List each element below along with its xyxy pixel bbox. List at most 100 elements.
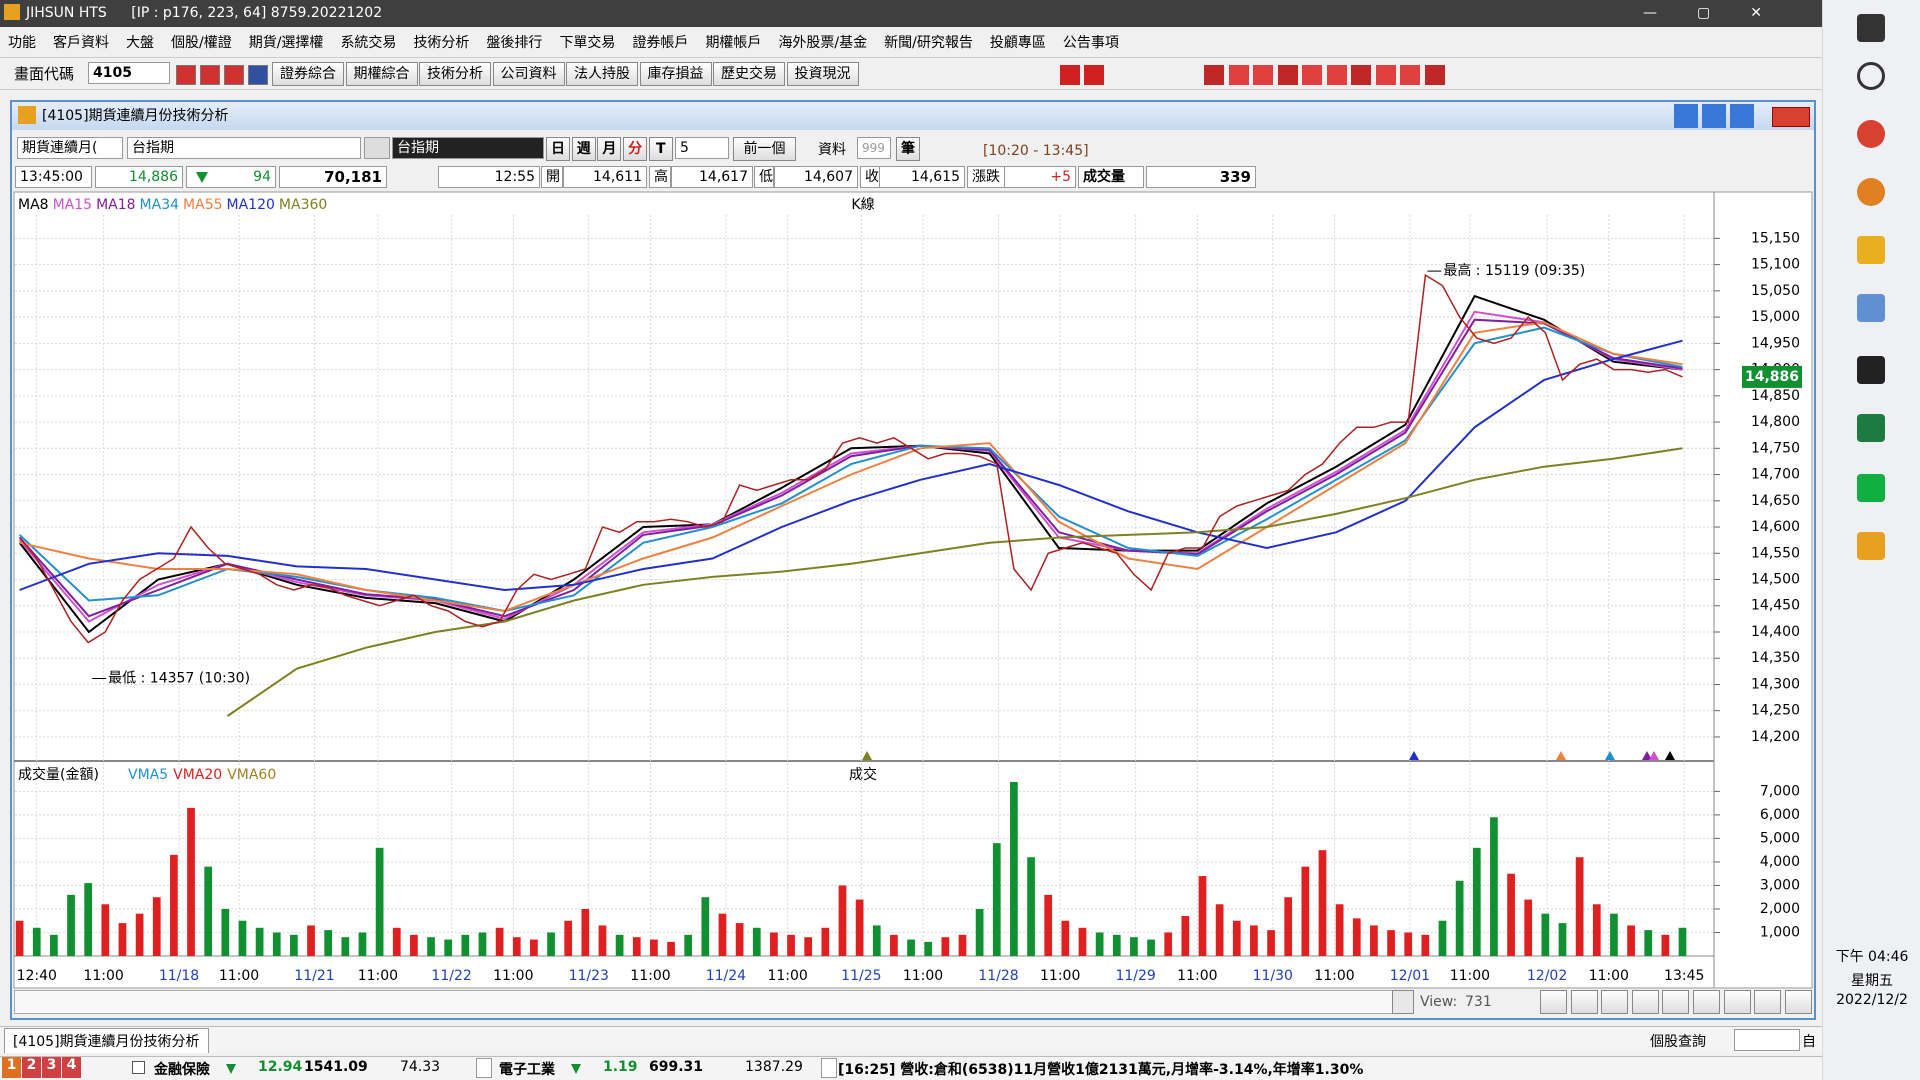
chart-tool[interactable] (1662, 990, 1690, 1014)
window-controls[interactable]: —▢✕ (1643, 5, 1802, 21)
menu-item[interactable]: 新聞/研究報告 (884, 34, 973, 51)
tool-icon[interactable] (1084, 65, 1104, 85)
stock-search[interactable]: 個股查詢 (1650, 1034, 1706, 1050)
period-button[interactable]: 週 (571, 137, 596, 161)
menu-item[interactable]: 公告事項 (1062, 34, 1119, 51)
toolbar-button[interactable]: 庫存損益 (639, 62, 712, 86)
tool-icon[interactable] (248, 65, 268, 85)
quote-time: 13:45:00 (15, 166, 92, 188)
chart-tool[interactable] (1601, 990, 1629, 1014)
menu-item[interactable]: 期權帳戶 (705, 34, 762, 51)
tool-icon[interactable] (1351, 65, 1371, 85)
sector-name: 金融保險 (154, 1062, 210, 1078)
page-tab[interactable]: 2 (22, 1057, 41, 1078)
close-button[interactable] (1772, 107, 1810, 127)
taskbar-icon[interactable] (1857, 236, 1885, 264)
menu-item[interactable]: 證券帳戶 (632, 34, 689, 51)
tool-icon[interactable] (1424, 65, 1445, 85)
toolbar-button[interactable]: 技術分析 (419, 62, 491, 86)
tool-icon[interactable] (1253, 65, 1273, 85)
menu-item[interactable]: 個股/權證 (171, 34, 232, 51)
tool-icon[interactable] (1326, 65, 1347, 85)
menu-bar: 功能 客戶資料 大盤 個股/權證 期貨/選擇權 系統交易 技術分析 盤後排行 下單交易 證券帳戶期… (0, 27, 1822, 56)
tool-icon[interactable] (1400, 65, 1420, 85)
taskbar-icon[interactable] (1857, 356, 1885, 384)
taskbar-icon[interactable] (1857, 532, 1885, 560)
series-select[interactable]: 期貨連續月( (17, 137, 123, 159)
quote-close-label: 收 (860, 166, 880, 188)
chart-tool[interactable] (1631, 990, 1659, 1014)
interval-select[interactable]: 5 (675, 137, 729, 159)
page-tab[interactable]: 1 (2, 1057, 21, 1078)
search-button[interactable] (364, 137, 390, 159)
menu-item[interactable]: 海外股票/基金 (778, 34, 868, 51)
tool-icon[interactable] (1302, 65, 1322, 85)
chart-tool[interactable] (1540, 990, 1567, 1014)
scroll-thumb[interactable] (1392, 990, 1414, 1014)
search-input[interactable] (1734, 1029, 1800, 1051)
chart-tool[interactable] (1693, 990, 1720, 1014)
tool-icon[interactable] (1228, 65, 1249, 85)
chart-tool[interactable] (1570, 990, 1598, 1014)
toolbar-button[interactable]: 期權綜合 (345, 62, 418, 86)
prev-button[interactable]: 前一個 (733, 137, 796, 161)
code-input[interactable]: 4105 (88, 62, 170, 84)
status-check[interactable] (132, 1061, 145, 1074)
menu-item[interactable]: 投顧專區 (989, 34, 1046, 51)
menu-item[interactable]: 功能 (8, 34, 36, 51)
quote-open-label: 開 (541, 166, 563, 188)
sector-select[interactable] (476, 1058, 492, 1078)
page-tab[interactable]: 3 (42, 1057, 61, 1078)
window-buttons[interactable] (1674, 104, 1754, 138)
quote-diff: +5 (1004, 166, 1076, 188)
scrollbar[interactable] (14, 990, 1402, 1014)
taskbar-icon[interactable] (1857, 474, 1885, 502)
sector-change: 1.19 (603, 1059, 638, 1075)
toolbar-button[interactable]: 公司資料 (492, 62, 565, 86)
period-button[interactable]: T (648, 137, 673, 161)
sector-amount: 74.33 (400, 1059, 441, 1075)
menu-item[interactable]: 盤後排行 (486, 34, 543, 51)
menu-item[interactable]: 技術分析 (413, 34, 470, 51)
toolbar-button[interactable]: 歷史交易 (713, 62, 785, 86)
period-button[interactable]: 分 (623, 137, 648, 161)
tool-icon[interactable] (1277, 65, 1298, 85)
taskbar-icon[interactable] (1857, 120, 1885, 148)
active-tab[interactable]: [4105]期貨連續月份技術分析 (4, 1028, 209, 1053)
chart-tool[interactable] (1784, 990, 1812, 1014)
menu-item[interactable]: 下單交易 (559, 34, 616, 51)
view-count: 731 (1465, 994, 1492, 1010)
view-label: View: (1420, 994, 1458, 1010)
toolbar-button[interactable]: 投資現況 (786, 62, 859, 86)
tool-icon[interactable] (1375, 65, 1396, 85)
page-tab[interactable]: 4 (62, 1057, 81, 1078)
period-button[interactable]: 日 (546, 137, 570, 161)
product-input[interactable]: 台指期 (127, 137, 361, 159)
taskbar-icon[interactable] (1857, 294, 1885, 322)
toolbar-button[interactable]: 法人持股 (566, 62, 638, 86)
quote-low-label: 低 (754, 166, 774, 188)
menu-item[interactable]: 客戶資料 (53, 34, 109, 51)
chart-tool[interactable] (1723, 990, 1751, 1014)
data-count[interactable]: 999 (857, 137, 891, 159)
tool-icon[interactable] (1060, 65, 1080, 85)
tool-icon[interactable] (224, 65, 244, 85)
taskbar-icon[interactable] (1857, 14, 1885, 42)
menu-item[interactable]: 大盤 (126, 34, 154, 51)
taskbar-icon[interactable] (1857, 178, 1885, 206)
unit-button[interactable]: 筆 (896, 137, 920, 161)
taskbar-icon[interactable] (1857, 414, 1885, 442)
quote-diff-label: 漲跌 (967, 166, 1005, 188)
tool-icon[interactable] (1204, 65, 1224, 85)
menu-item[interactable]: 期貨/選擇權 (248, 34, 324, 51)
tool-icon[interactable] (176, 65, 196, 85)
clock-time: 下午 04:46 (1835, 949, 1909, 965)
period-button[interactable]: 月 (597, 137, 622, 161)
menu-item[interactable]: 系統交易 (340, 34, 397, 51)
chart-tool[interactable] (1754, 990, 1782, 1014)
taskbar-icon[interactable] (1857, 62, 1885, 90)
sector-select[interactable] (821, 1058, 837, 1078)
tool-icon[interactable] (200, 65, 220, 85)
toolbar-button[interactable]: 證券綜合 (272, 62, 344, 86)
auto-button[interactable]: 自 (1802, 1034, 1816, 1050)
